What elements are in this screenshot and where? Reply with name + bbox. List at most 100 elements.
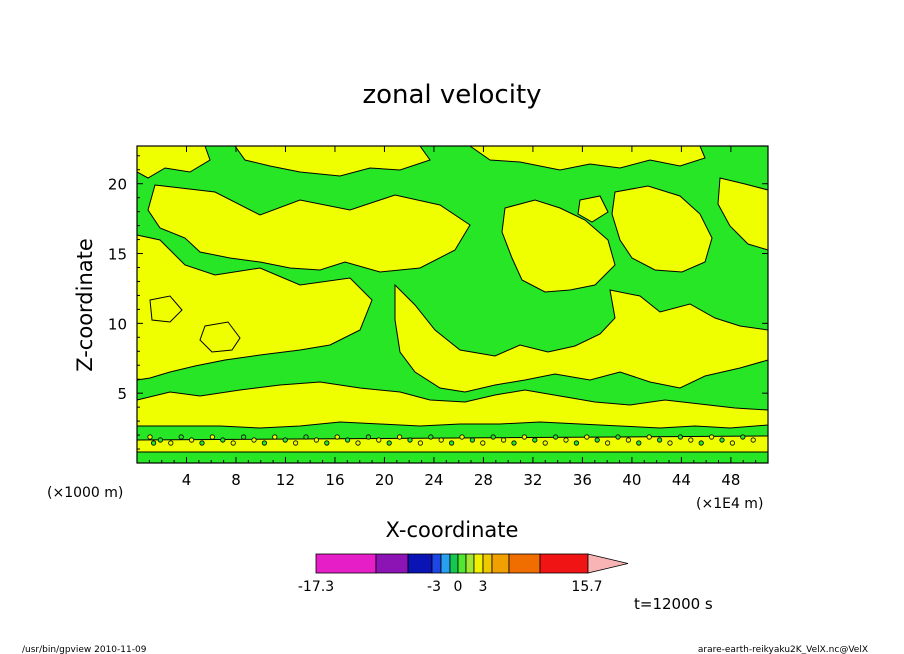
contour-speckle — [740, 434, 746, 440]
positive-region — [501, 199, 616, 293]
y-tick-label: 5 — [117, 385, 127, 403]
contour-speckle — [407, 437, 413, 443]
contour-speckle — [584, 434, 590, 440]
contour-speckle — [209, 434, 215, 440]
positive-region — [149, 295, 183, 323]
colorbar-segment — [465, 553, 475, 574]
contour-speckle — [667, 440, 673, 446]
contour-speckle — [428, 434, 434, 440]
colorbar — [315, 553, 629, 574]
colorbar-tick-pos3: 3 — [479, 579, 488, 595]
colorbar-segment — [473, 553, 484, 574]
contour-speckle — [189, 437, 195, 443]
contour-speckle — [220, 437, 226, 443]
x-axis-ticks: 4 8 12 16 20 24 28 32 36 40 44 48 — [148, 146, 757, 489]
x-tick-label: 4 — [182, 471, 192, 489]
contour-speckle — [469, 437, 475, 443]
x-tick-label: 28 — [474, 471, 493, 489]
contour-speckle — [355, 440, 361, 446]
contour-speckle — [303, 434, 309, 440]
positive-region — [611, 185, 713, 273]
colorbar-segment — [431, 553, 442, 574]
y-axis-title: Z-coordinate — [73, 238, 97, 372]
contour-speckle — [604, 440, 611, 446]
contour-speckle — [147, 434, 153, 440]
contour-speckle — [417, 440, 423, 446]
time-label: t=12000 s — [634, 595, 713, 613]
colorbar-segment — [440, 553, 451, 574]
contour-speckle — [178, 434, 184, 440]
contour-speckle — [573, 440, 580, 446]
x-tick-label: 48 — [721, 471, 740, 489]
contour-speckle — [708, 434, 715, 440]
contour-speckle — [448, 440, 455, 446]
contour-speckle — [438, 437, 444, 443]
contour-speckle — [677, 434, 684, 440]
x-tick-label: 32 — [523, 471, 542, 489]
positive-region — [136, 145, 211, 179]
contour-speckle — [386, 440, 392, 446]
colorbar-segment — [315, 553, 377, 574]
colorbar-segment — [508, 553, 541, 574]
contour-speckle — [698, 440, 704, 446]
contour-speckle — [230, 440, 236, 446]
positive-region — [577, 195, 609, 223]
contour-speckle — [292, 440, 299, 446]
y-tick-label: 20 — [108, 176, 127, 194]
contour-speckle — [272, 434, 278, 440]
colorbar-tick-max: 15.7 — [571, 579, 602, 595]
colorbar-segment — [539, 553, 589, 574]
colorbar-tick-labels: -17.3 -3 0 3 15.7 — [298, 579, 603, 595]
contour-speckle — [646, 434, 652, 440]
contour-speckle — [396, 434, 403, 440]
positive-region — [199, 321, 241, 353]
contour-speckle — [719, 437, 725, 443]
x-tick-label: 8 — [231, 471, 241, 489]
contour-speckle — [365, 434, 371, 440]
colorbar-segment — [457, 553, 467, 574]
colorbar-segment — [407, 553, 433, 574]
colorbar-segment — [375, 553, 409, 574]
plot-frame — [136, 145, 769, 464]
colorbar-tick-zero: 0 — [454, 579, 463, 595]
colorbar-segment — [482, 553, 493, 574]
contour-speckle — [521, 434, 528, 440]
contour-speckle — [688, 437, 694, 443]
colorbar-segment — [449, 553, 459, 574]
contour-speckle — [750, 437, 756, 443]
y-axis-ticks: 5 10 15 20 — [108, 155, 768, 450]
colorbar-extend-arrow — [587, 553, 629, 574]
positive-region — [234, 145, 431, 177]
contour-speckle — [500, 437, 507, 443]
contour-speckle — [615, 434, 621, 440]
positive-velocity-regions — [136, 145, 769, 453]
contour-speckle — [157, 437, 163, 443]
x-tick-label: 36 — [573, 471, 592, 489]
contour-speckle — [656, 437, 663, 443]
contour-speckle — [324, 440, 330, 446]
positive-region — [147, 184, 471, 273]
x-tick-label: 24 — [424, 471, 443, 489]
footer-right: arare-earth-reikyaku2K_VelX.nc@VelX — [698, 645, 868, 654]
contour-speckle — [552, 434, 559, 440]
contour-speckle — [199, 440, 205, 446]
contour-speckle — [282, 437, 288, 443]
x-tick-label: 40 — [622, 471, 641, 489]
contour-speckle — [151, 440, 157, 446]
contour-speckle — [563, 437, 569, 443]
x-tick-label: 44 — [672, 471, 691, 489]
contour-speckle — [480, 440, 486, 446]
chart-title: zonal velocity — [362, 80, 541, 110]
contour-speckle — [168, 440, 174, 446]
contour-speckle — [542, 440, 548, 446]
contour-speckle — [241, 434, 247, 440]
footer-left: /usr/bin/gpview 2010-11-09 — [22, 645, 147, 654]
positive-region — [468, 145, 706, 171]
x-axis-unit: (×1E4 m) — [696, 496, 763, 512]
contour-speckle — [729, 440, 736, 446]
x-tick-label: 16 — [325, 471, 344, 489]
contour-speckle — [459, 434, 465, 440]
contour-speckle — [636, 440, 642, 446]
contour-speckle — [334, 434, 340, 440]
